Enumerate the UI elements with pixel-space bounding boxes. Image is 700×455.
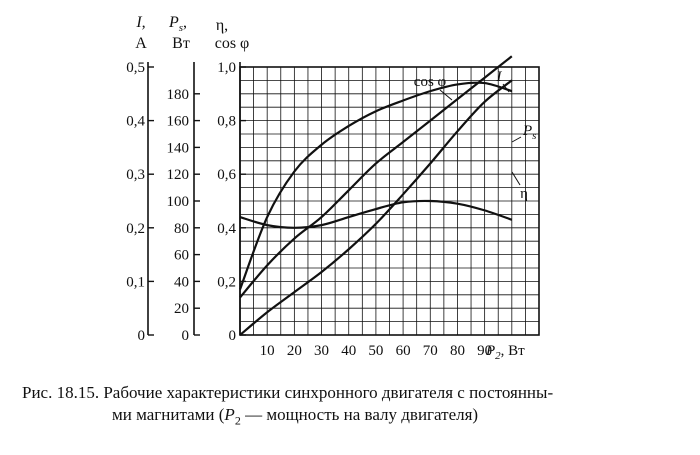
caption-p2-sub: 2	[234, 413, 241, 428]
caption-line-2-suffix: — мощность на валу двигателя)	[240, 405, 479, 424]
ps-axis-tick-label: 40	[174, 274, 189, 290]
caption-line-2: ми магнитами (P2 — мощность на валу двиг…	[22, 404, 682, 431]
eta-axis-tick-label: 0,4	[217, 221, 236, 237]
series-eta-curve	[239, 199, 513, 229]
eta-axis-tick-label: 1,0	[217, 60, 236, 76]
i-axis-unit: A	[135, 35, 147, 52]
ps-axis-unit: Вт	[172, 35, 190, 52]
x-axis-label: P2, Вт	[485, 343, 525, 362]
i-axis-symbol: I,	[135, 14, 145, 31]
x-tick-label: 30	[314, 343, 329, 359]
ps-axis-tick-label: 100	[167, 194, 190, 210]
eta-axis-symbol: η,	[216, 17, 228, 34]
x-tick-label: 10	[260, 343, 275, 359]
i-axis-tick-label: 0,3	[126, 167, 145, 183]
ps-axis-tick-label: 60	[174, 248, 189, 264]
ps-axis-tick-label: 120	[167, 167, 190, 183]
caption-line-2-prefix: ми магнитами (	[112, 405, 225, 424]
ps-axis-tick-label: 140	[167, 140, 190, 156]
series-ps-label: Ps	[522, 123, 536, 142]
eta-axis-tick-label: 0,8	[217, 114, 236, 130]
grid	[239, 66, 540, 336]
series-i-label: I	[496, 69, 503, 85]
caption-p2-var: P	[224, 405, 235, 424]
ps-axis-tick-label: 160	[167, 114, 190, 130]
x-tick-label: 70	[423, 343, 438, 359]
series-ps-leader	[511, 136, 522, 143]
ps-axis-tick-label: 180	[167, 87, 190, 103]
eta-axis-tick-label: 0,6	[217, 167, 236, 183]
x-tick-label: 50	[368, 343, 383, 359]
series-i-curve	[239, 55, 513, 299]
i-axis-tick-label: 0,1	[126, 274, 145, 290]
x-tick-label: 20	[287, 343, 302, 359]
series-cosphi-leader	[439, 89, 453, 101]
series-eta-leader	[511, 171, 521, 186]
caption-line-1: Рис. 18.15. Рабочие характеристики синхр…	[22, 383, 554, 402]
eta-axis-unit: cos φ	[215, 35, 250, 52]
x-tick-label: 60	[396, 343, 411, 359]
series-ps-curve	[239, 79, 513, 336]
ps-axis-symbol: Ps,	[168, 14, 187, 34]
series-i-leader	[502, 83, 510, 93]
i-axis-tick-label: 0,5	[126, 60, 145, 76]
ps-axis-tick-label: 0	[182, 328, 190, 344]
i-axis-tick-label: 0,4	[126, 114, 145, 130]
x-tick-label: 90	[477, 343, 492, 359]
figure-caption: Рис. 18.15. Рабочие характеристики синхр…	[22, 382, 682, 431]
ps-axis-tick-label: 20	[174, 301, 189, 317]
i-axis-tick-label: 0,2	[126, 221, 145, 237]
eta-axis-tick-label: 0	[229, 328, 237, 344]
x-tick-label: 80	[450, 343, 465, 359]
x-tick-label: 40	[341, 343, 356, 359]
eta-axis-tick-label: 0,2	[217, 274, 236, 290]
i-axis-tick-label: 0	[138, 328, 146, 344]
series-eta-label: η	[520, 186, 528, 202]
series-cosphi-label: cos φ	[414, 74, 447, 90]
series-cosphi-curve	[238, 81, 513, 290]
ps-axis-tick-label: 80	[174, 221, 189, 237]
